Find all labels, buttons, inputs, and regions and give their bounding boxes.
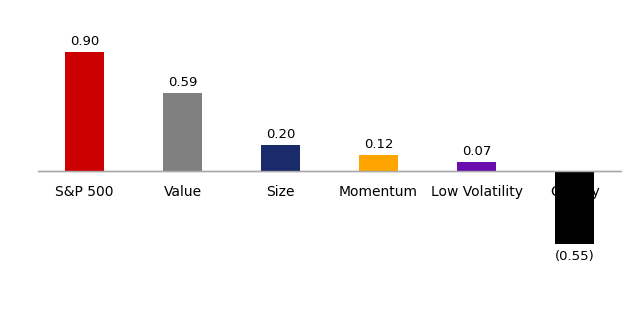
- Bar: [163, 93, 202, 171]
- Text: 0.90: 0.90: [70, 35, 99, 48]
- Text: 0.59: 0.59: [168, 76, 197, 89]
- Bar: [261, 145, 300, 171]
- Text: (0.55): (0.55): [555, 251, 595, 263]
- Bar: [555, 171, 595, 244]
- Bar: [359, 155, 398, 171]
- Text: 0.07: 0.07: [462, 145, 492, 158]
- Text: 0.12: 0.12: [364, 138, 394, 151]
- Bar: [457, 162, 496, 171]
- Text: 0.20: 0.20: [266, 128, 295, 141]
- Bar: [65, 52, 104, 171]
